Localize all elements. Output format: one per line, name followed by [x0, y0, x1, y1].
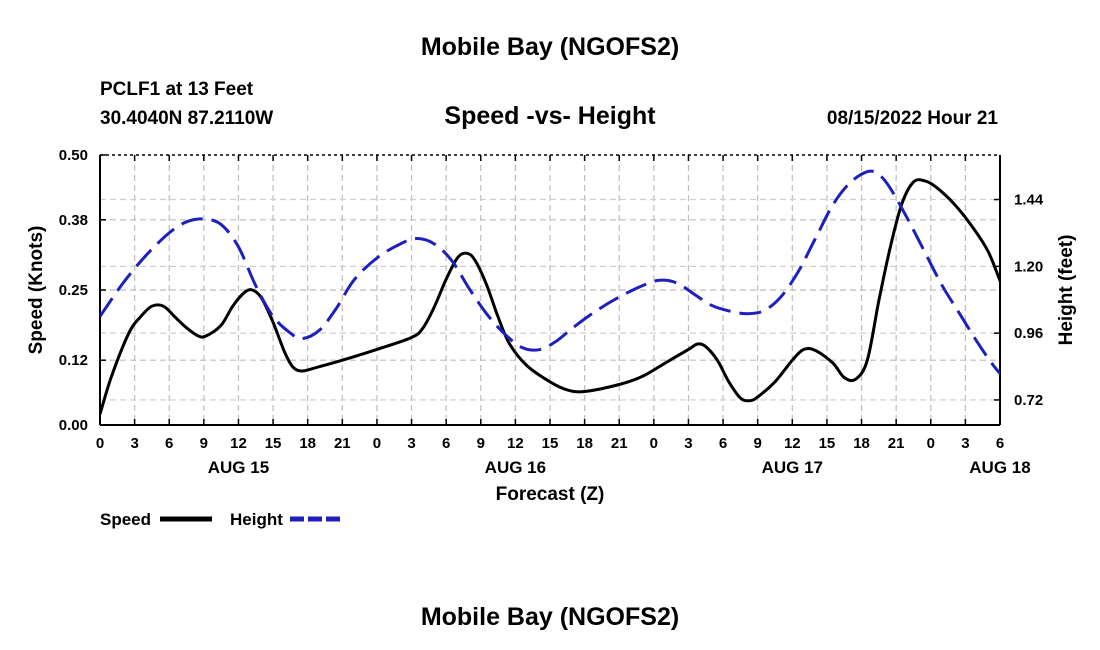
y-axis-right-label: Height (feet): [1056, 235, 1077, 346]
x-tick-label: 0: [650, 435, 658, 452]
y-tick-label: 0.00: [59, 417, 88, 434]
series-line-speed: [100, 178, 1000, 415]
x-tick-label: 9: [754, 435, 762, 452]
y-axis-label: Speed (Knots): [26, 226, 47, 355]
y-tick-label: 0.38: [59, 212, 88, 229]
x-tick-label: 18: [299, 435, 316, 452]
x-tick-label: 12: [230, 435, 247, 452]
y-right-tick-label: 0.72: [1014, 392, 1043, 409]
legend-height-label: Height: [230, 510, 283, 529]
x-tick-label: 6: [165, 435, 173, 452]
legend-speed-label: Speed: [100, 510, 151, 529]
x-tick-label: 15: [819, 435, 836, 452]
y-tick-label: 0.12: [59, 352, 88, 369]
series-line-height: [100, 169, 1000, 376]
page-title-bottom: Mobile Bay (NGOFS2): [421, 603, 679, 631]
x-tick-label: 21: [334, 435, 351, 452]
y-right-tick-label: 1.44: [1014, 192, 1044, 209]
x-tick-label: 0: [927, 435, 935, 452]
x-tick-label: 3: [684, 435, 692, 452]
x-tick-label: 3: [961, 435, 969, 452]
chart-title: Speed -vs- Height: [444, 102, 656, 130]
x-axis-label: Forecast (Z): [496, 484, 605, 505]
x-tick-label: 15: [542, 435, 559, 452]
x-tick-label: 9: [200, 435, 208, 452]
page-title-top: Mobile Bay (NGOFS2): [421, 33, 679, 61]
x-tick-label: 3: [407, 435, 415, 452]
x-tick-label: 6: [442, 435, 450, 452]
x-tick-label: 3: [130, 435, 138, 452]
plot-area: [100, 169, 1000, 415]
x-tick-label: 18: [576, 435, 593, 452]
x-tick-label: 21: [888, 435, 905, 452]
coords-label: 30.4040N 87.2110W: [100, 108, 273, 129]
x-tick-label: 21: [611, 435, 628, 452]
x-tick-label: 18: [853, 435, 870, 452]
x-tick-label: 15: [265, 435, 282, 452]
x-tick-label: 12: [784, 435, 801, 452]
grid-lines: [100, 155, 1000, 425]
x-date-label: AUG 18: [969, 458, 1030, 477]
tick-labels: 0 3 6 9 12 15 18 21 0 3 6 9 12 15 18 21 0 3 6 9 12 15 18 21 0 3 6 0…: [59, 147, 1044, 477]
x-date-label: AUG 17: [762, 458, 823, 477]
x-tick-label: 6: [719, 435, 727, 452]
x-tick-label: 0: [373, 435, 381, 452]
station-label: PCLF1 at 13 Feet: [100, 79, 254, 100]
y-right-tick-label: 0.96: [1014, 325, 1043, 342]
x-date-label: AUG 16: [485, 458, 546, 477]
y-right-tick-label: 1.20: [1014, 258, 1043, 275]
x-tick-label: 6: [996, 435, 1004, 452]
x-tick-label: 0: [96, 435, 104, 452]
y-tick-label: 0.25: [59, 282, 88, 299]
y-tick-label: 0.50: [59, 147, 88, 164]
x-date-label: AUG 15: [208, 458, 269, 477]
x-tick-label: 9: [477, 435, 485, 452]
datetime-label: 08/15/2022 Hour 21: [827, 108, 999, 129]
x-tick-label: 12: [507, 435, 524, 452]
axes: [99, 154, 1001, 426]
